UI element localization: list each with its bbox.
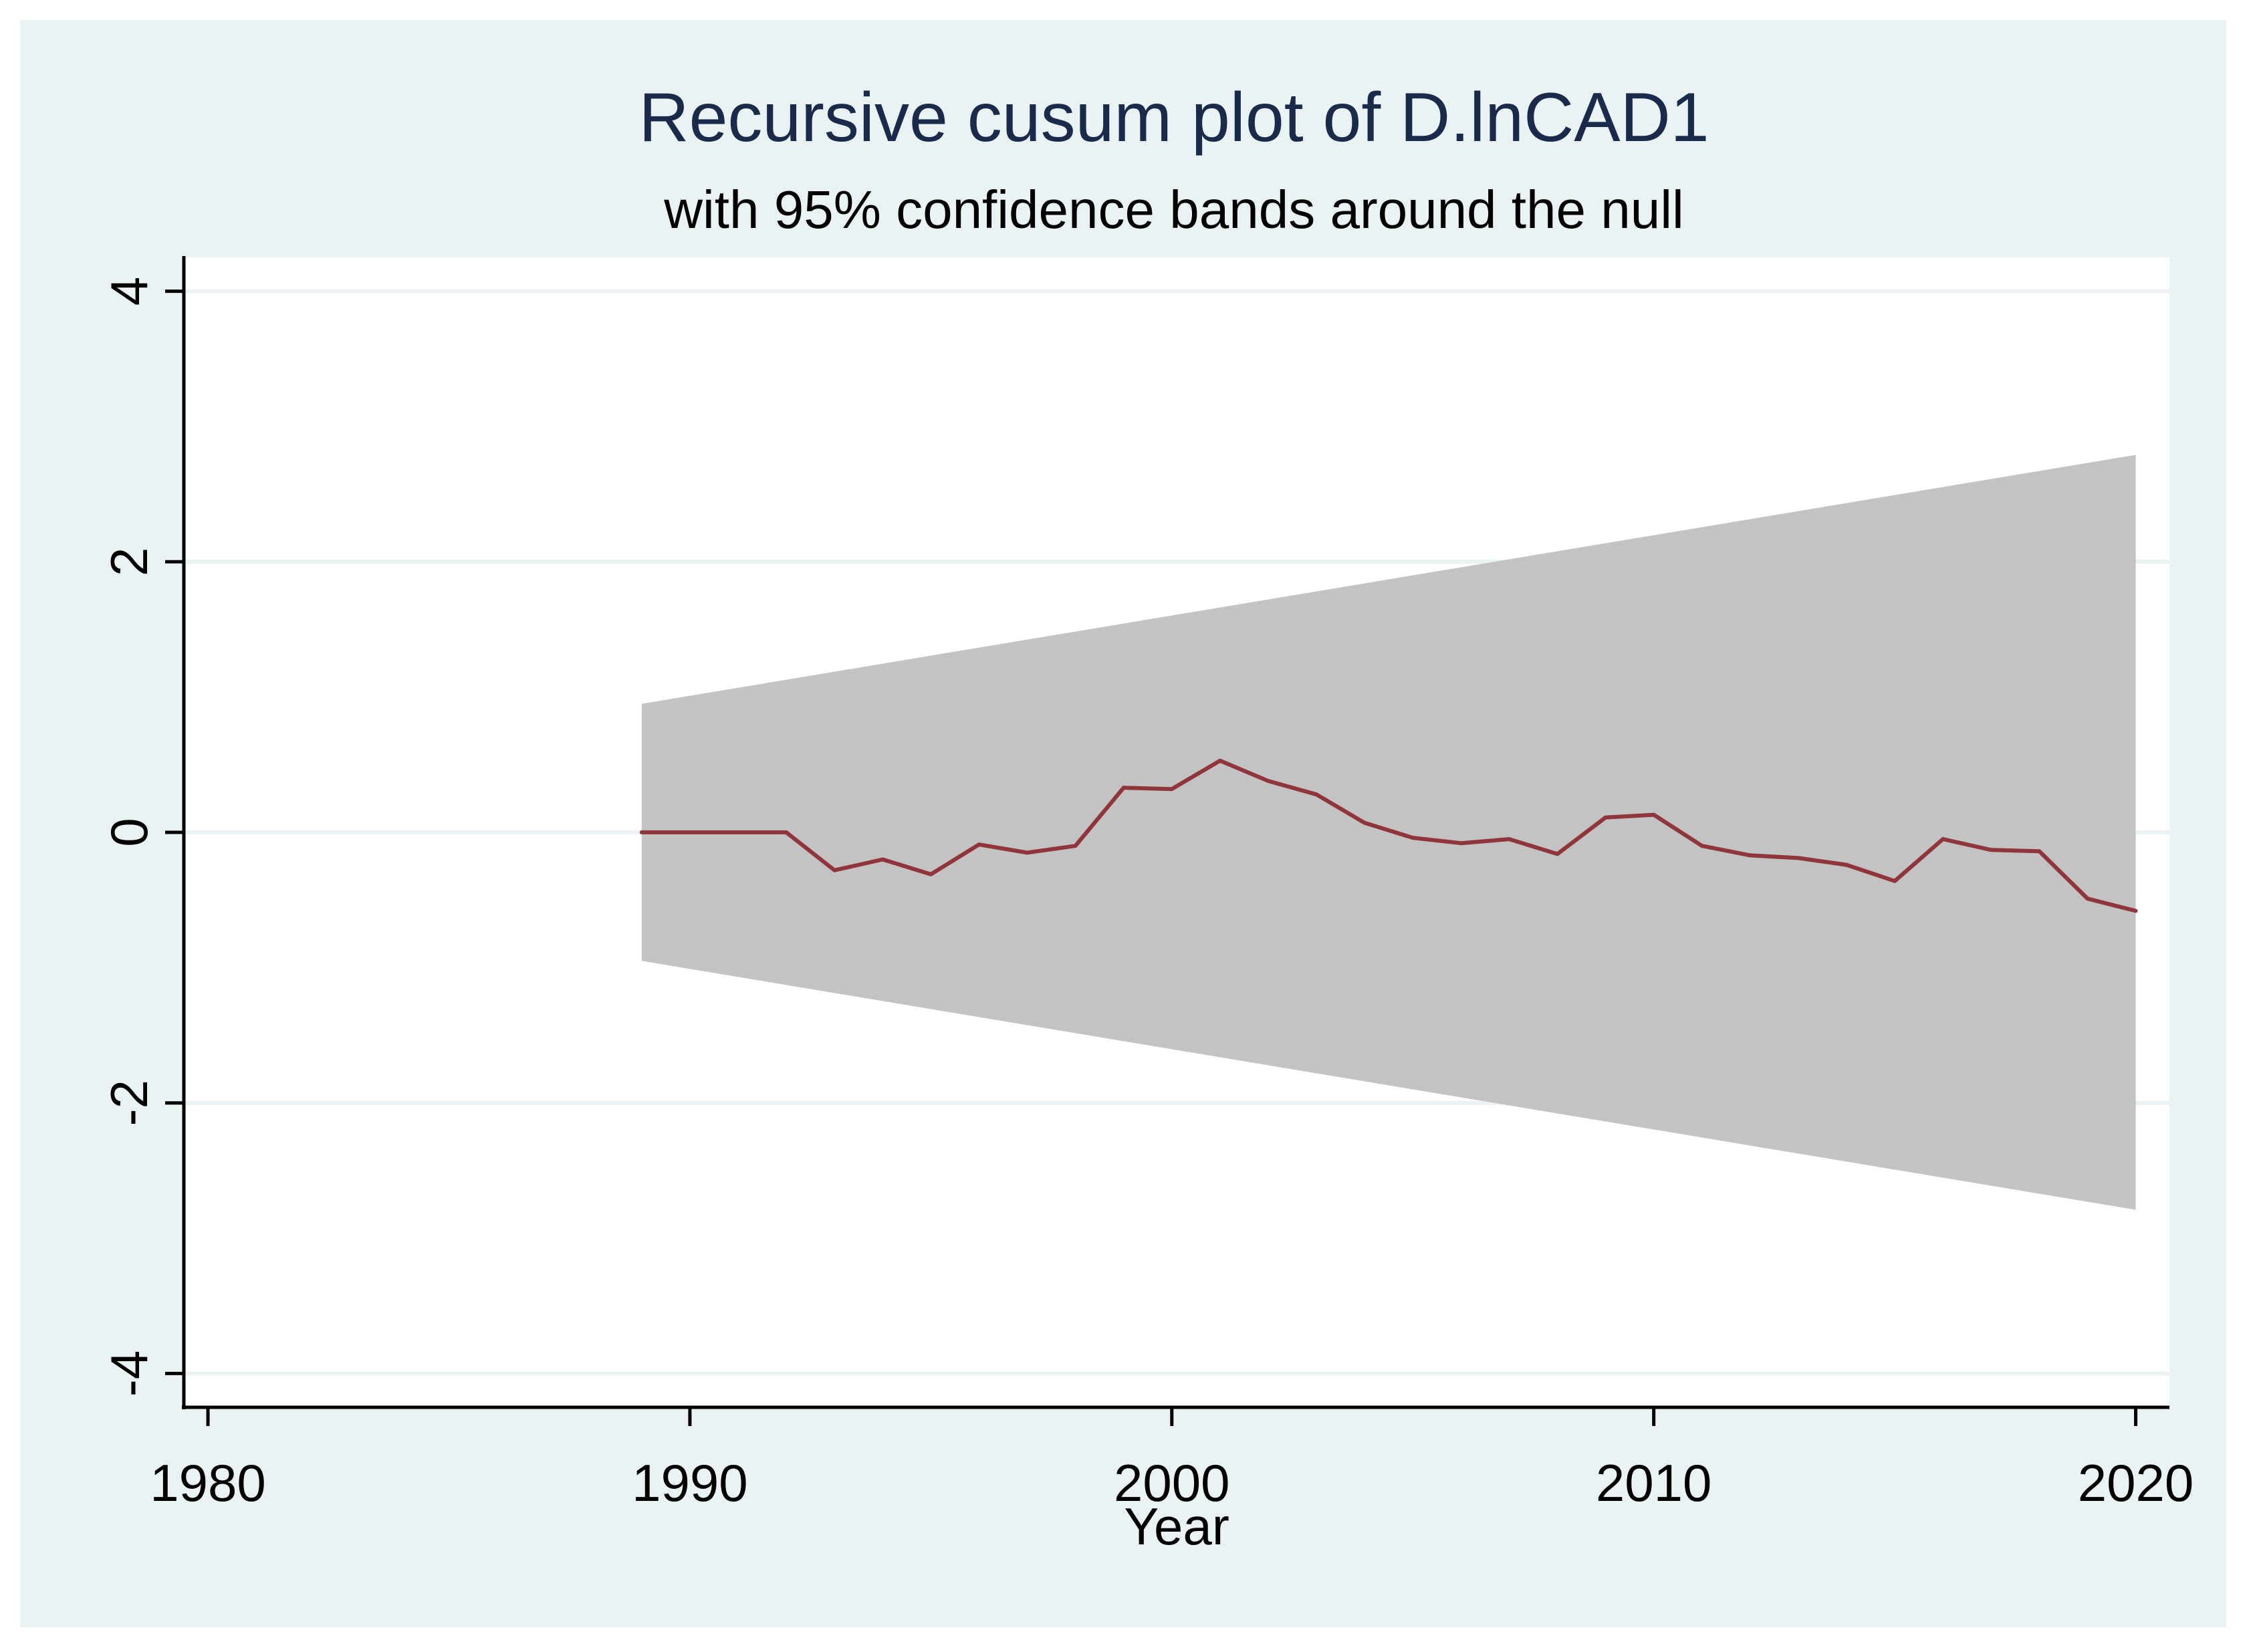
- x-tick-label: 2010: [1596, 1453, 1712, 1512]
- x-tick-label: 1980: [150, 1453, 266, 1512]
- y-tick-label: -4: [100, 1350, 158, 1397]
- chart-title: Recursive cusum plot of D.lnCAD1: [638, 79, 1709, 156]
- y-tick-label: 2: [100, 548, 158, 576]
- cusum-line-layer: [639, 758, 2138, 913]
- x-tick-label: 2020: [2078, 1453, 2194, 1512]
- x-tick-label: 1990: [632, 1453, 748, 1512]
- y-tick-label: 4: [100, 277, 158, 306]
- x-tick-label: 2000: [1114, 1453, 1230, 1512]
- chart-subtitle: with 95% confidence bands around the nul…: [663, 180, 1684, 239]
- cusum-line: [639, 758, 2138, 913]
- y-tick-label: 0: [100, 818, 158, 846]
- y-tick-label: -2: [100, 1080, 158, 1126]
- x-axis-title: Year: [1124, 1497, 1229, 1556]
- axes: -4 -2 0 2 4 1980 1990 2000 2010 2020: [100, 256, 2194, 1512]
